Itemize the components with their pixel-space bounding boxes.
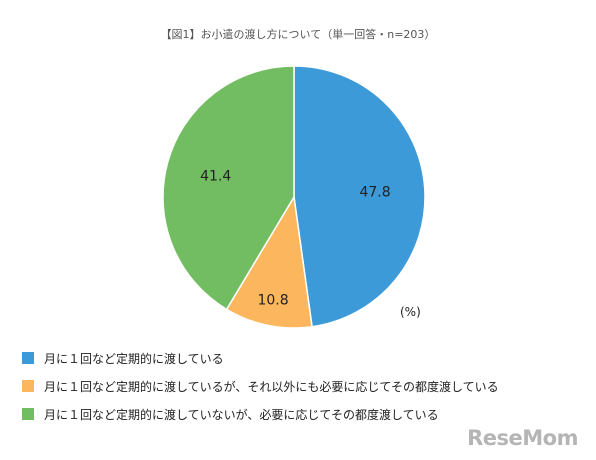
legend-item: 月に１回など定期的に渡している bbox=[22, 344, 499, 372]
legend-label: 月に１回など定期的に渡している bbox=[44, 351, 224, 366]
pie-slice bbox=[225, 194, 313, 329]
pie-slice bbox=[162, 65, 295, 311]
unit-label: (%) bbox=[400, 305, 421, 319]
legend: 月に１回など定期的に渡している 月に１回など定期的に渡しているが、それ以外にも必… bbox=[22, 344, 499, 428]
legend-label: 月に１回など定期的に渡しているが、それ以外にも必要に応じてその都度渡している bbox=[44, 379, 499, 394]
chart-title: 【図1】お小遣の渡し方について（単一回答・n=203） bbox=[160, 28, 436, 41]
legend-item: 月に１回など定期的に渡しているが、それ以外にも必要に応じてその都度渡している bbox=[22, 372, 499, 400]
slice-value-label: 10.8 bbox=[257, 293, 288, 309]
pie-slice bbox=[293, 65, 426, 328]
legend-swatch bbox=[22, 380, 34, 392]
legend-label: 月に１回など定期的に渡していないが、必要に応じてその都度渡している bbox=[44, 407, 439, 422]
legend-swatch bbox=[22, 408, 34, 420]
resemom-logo: ReseMom bbox=[467, 426, 578, 450]
slice-value-label: 41.4 bbox=[200, 168, 231, 184]
slice-value-label: 47.8 bbox=[359, 184, 390, 200]
legend-swatch bbox=[22, 352, 34, 364]
legend-item: 月に１回など定期的に渡していないが、必要に応じてその都度渡している bbox=[22, 400, 499, 428]
